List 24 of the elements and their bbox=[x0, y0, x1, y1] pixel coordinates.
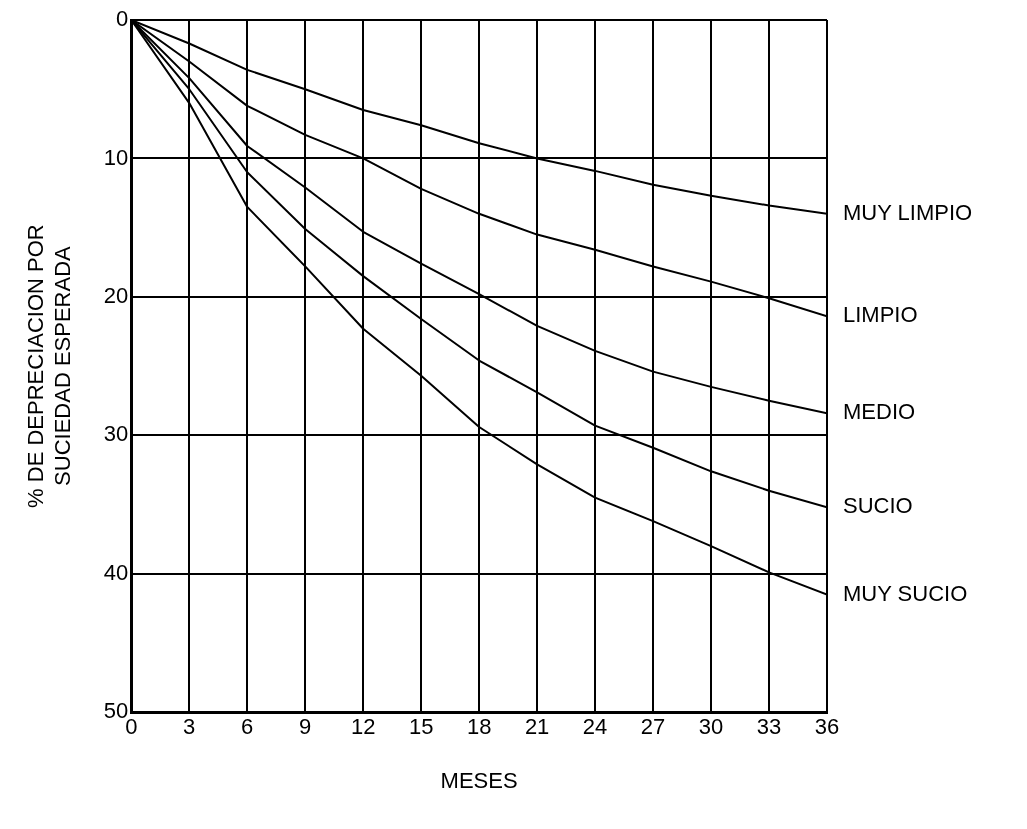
x-tick-label: 9 bbox=[299, 714, 312, 740]
series-label: MUY LIMPIO bbox=[843, 199, 973, 225]
y-tick-label: 10 bbox=[103, 144, 129, 170]
x-tick-label: 15 bbox=[408, 714, 434, 740]
series-label: SUCIO bbox=[843, 493, 913, 519]
x-tick-label: 30 bbox=[698, 714, 724, 740]
series-label: LIMPIO bbox=[843, 302, 918, 328]
x-tick-label: 6 bbox=[241, 714, 254, 740]
y-tick-label: 0 bbox=[116, 6, 129, 32]
series-label: MEDIO bbox=[843, 399, 916, 425]
x-tick-label: 18 bbox=[466, 714, 492, 740]
y-tick-label: 30 bbox=[103, 421, 129, 447]
series-label: MUY SUCIO bbox=[843, 580, 968, 606]
x-tick-label: 24 bbox=[582, 714, 608, 740]
x-tick-label: 33 bbox=[756, 714, 782, 740]
x-axis-title: MESES bbox=[440, 767, 518, 793]
y-tick-label: 20 bbox=[103, 282, 129, 308]
x-tick-label: 36 bbox=[814, 714, 840, 740]
y-axis-title: % DE DEPRECIACION POR SUCIEDAD ESPERADA bbox=[23, 224, 75, 508]
y-tick-label: 40 bbox=[103, 559, 129, 585]
x-tick-label: 27 bbox=[640, 714, 666, 740]
x-tick-label: 12 bbox=[350, 714, 376, 740]
x-tick-label: 21 bbox=[524, 714, 550, 740]
x-tick-label: 3 bbox=[183, 714, 196, 740]
